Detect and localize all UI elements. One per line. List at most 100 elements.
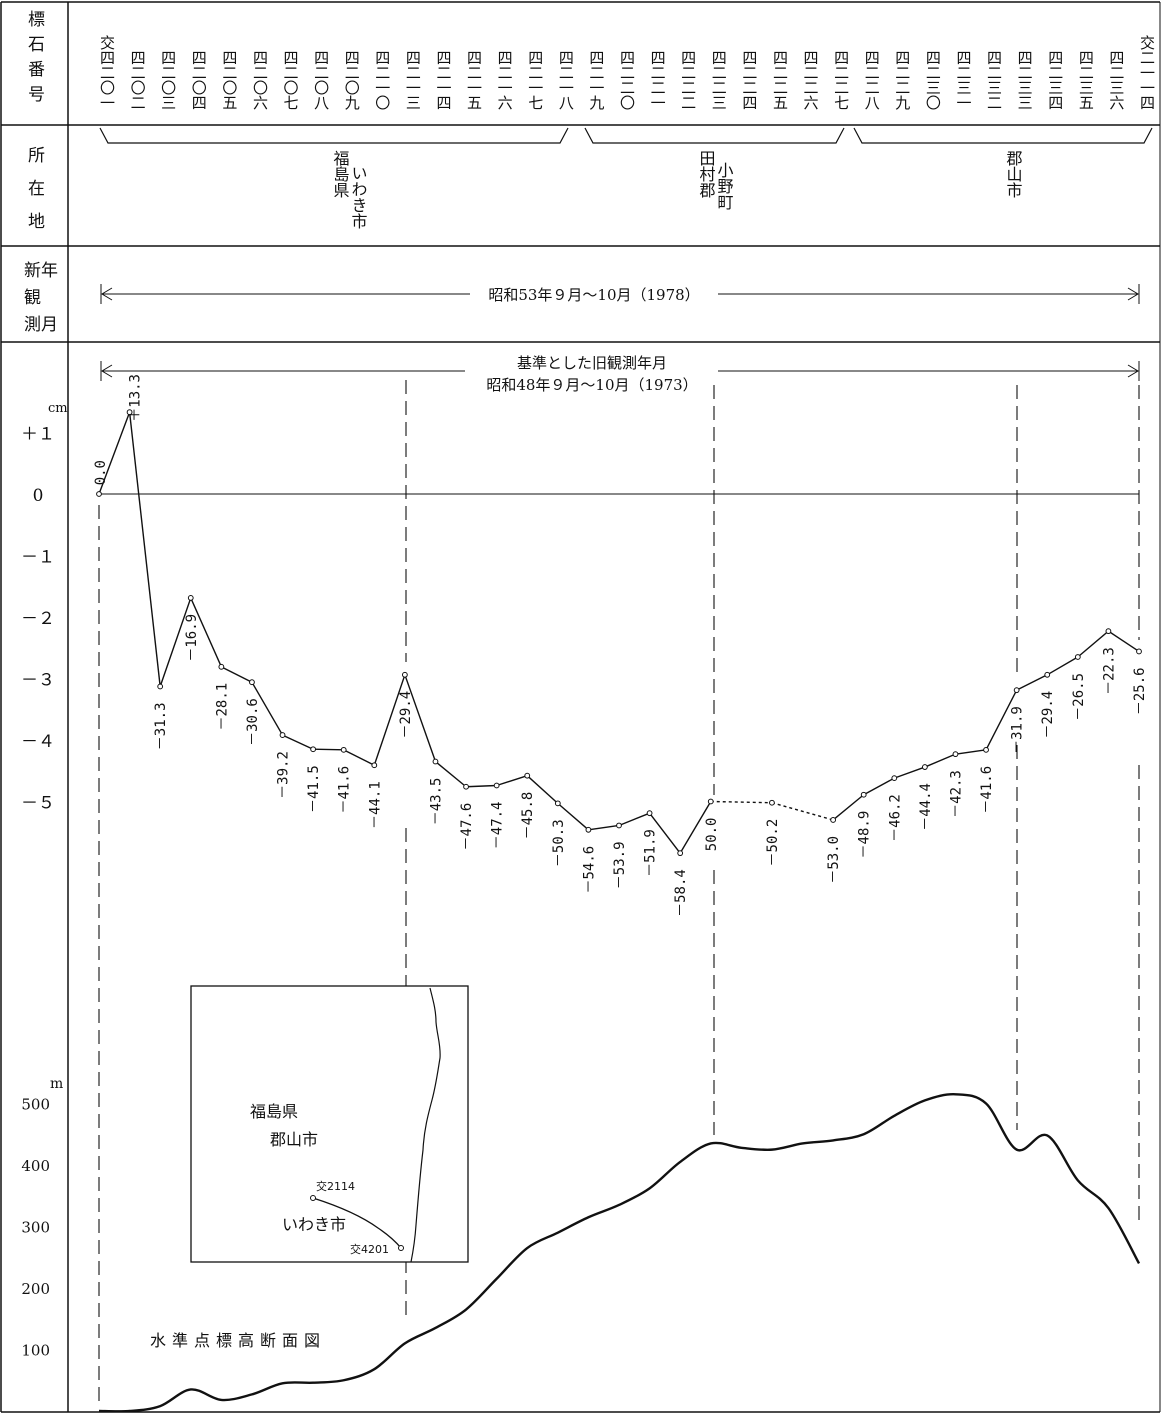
displacement-label: －43.5 — [428, 778, 444, 826]
profile-title: 水準点標高断面図 — [150, 1331, 326, 1350]
displacement-segment — [924, 753, 956, 768]
benchmark-number: 四二三二 — [985, 50, 1003, 110]
displacement-segment — [985, 689, 1018, 751]
displacement-point — [860, 791, 867, 798]
displacement-label: －22.3 — [1101, 647, 1117, 695]
benchmark-number: 四二〇五 — [220, 50, 238, 110]
displacement-point — [585, 826, 592, 833]
inset-iwaki: いわき市 — [282, 1215, 346, 1234]
displacement-point — [707, 798, 714, 805]
displacement-point — [983, 746, 989, 753]
displacement-label: －50.3 — [551, 819, 567, 867]
displacement-segment — [98, 411, 131, 495]
m-axis: 500 400 300 200 100 — [21, 1096, 50, 1360]
displacement-label: －39.2 — [276, 751, 292, 799]
survey-base-line1: 基準とした旧観測年月 — [517, 354, 667, 372]
displacement-point — [249, 679, 255, 686]
benchmark-number: 四二一三 — [404, 50, 422, 110]
displacement-point — [340, 746, 347, 753]
benchmark-number: 四二一七 — [526, 50, 544, 110]
displacement-point — [952, 751, 959, 758]
displacement-point — [1136, 648, 1142, 655]
displacement-label: －47.6 — [459, 803, 475, 851]
displacement-point — [279, 732, 286, 738]
displacement-label: －46.2 — [887, 794, 903, 842]
displacement-point — [493, 782, 500, 789]
benchmark-number: 四二二六 — [802, 50, 820, 110]
displacement-point — [1013, 687, 1020, 694]
row-header-benchmark: 標石番号 — [24, 10, 45, 110]
benchmark-number: 四二二五 — [771, 50, 789, 110]
displacement-segment — [832, 794, 865, 821]
displacement-label: 50.0 — [704, 818, 720, 852]
displacement-label: －51.9 — [643, 829, 659, 877]
benchmark-number: 四二二〇 — [618, 50, 636, 110]
benchmark-number: 交二一一四 — [1138, 34, 1156, 110]
benchmark-number: 四二〇九 — [343, 50, 361, 111]
benchmark-number: 四二〇六 — [251, 50, 269, 110]
inset-point-4201 — [398, 1245, 404, 1251]
displacement-segment — [1046, 656, 1079, 676]
survey-new-label: 昭和53年９月～10月（1978） — [488, 286, 699, 304]
displacement-point — [96, 491, 102, 497]
displacement-label: －54.6 — [581, 846, 597, 894]
displacement-label: －31.3 — [153, 702, 169, 750]
displacement-segment — [251, 681, 284, 736]
displacement-point — [677, 850, 684, 857]
displacement-label: －41.6 — [979, 766, 995, 814]
m-tick-label: 100 — [21, 1342, 50, 1360]
cm-unit-label: cm — [48, 401, 68, 416]
displacement-point — [1074, 654, 1081, 660]
displacement-segment — [190, 597, 222, 668]
displacement-segment — [679, 801, 712, 854]
displacement-point — [218, 663, 225, 670]
displacement-label: －44.4 — [918, 783, 934, 831]
benchmark-number: 四二三三 — [1016, 50, 1034, 110]
displacement-series: 0.0 ＋13.3 －31.3 －16.9 －28.1 －30.6 －39.2 －41.5 －4… — [93, 374, 1148, 917]
section-guides — [98, 380, 1140, 1405]
benchmark-number: 四二〇八 — [312, 50, 330, 110]
row-header-survey: 新年 観 測月 — [24, 261, 63, 335]
displacement-point — [157, 683, 164, 690]
benchmark-number: 四二二一 — [649, 50, 667, 110]
displacement-segment — [588, 824, 620, 831]
displacement-segment — [128, 412, 161, 687]
benchmark-number: 四二〇二 — [129, 50, 147, 110]
displacement-point — [891, 775, 898, 782]
displacement-segment — [435, 760, 467, 788]
elevation-profile — [98, 1093, 1141, 1413]
m-tick-label: 400 — [21, 1157, 50, 1175]
cm-tick-label: －１ — [21, 548, 55, 568]
cm-tick-label: 0 — [33, 486, 44, 506]
displacement-point — [769, 799, 775, 806]
benchmark-number: 四二一八 — [557, 50, 575, 110]
survey-base-line2: 昭和48年９月～10月（1973） — [486, 376, 697, 394]
inset-koriyama: 郡山市 — [270, 1130, 318, 1149]
m-tick-label: 300 — [21, 1219, 50, 1237]
displacement-segment — [221, 666, 253, 683]
survey-base-arrow — [100, 361, 1140, 381]
survey-new-arrow — [100, 284, 1140, 304]
displacement-segment — [466, 784, 497, 788]
displacement-point — [187, 595, 194, 601]
displacement-label: －16.9 — [184, 614, 200, 662]
displacement-segment — [282, 734, 314, 750]
displacement-segment — [618, 812, 650, 827]
displacement-label: －42.3 — [948, 770, 964, 818]
benchmark-number: 四二二九 — [893, 50, 911, 111]
benchmark-number: 四二二七 — [832, 50, 850, 110]
displacement-label: －30.6 — [245, 698, 261, 746]
inset-pt-b: 交4201 — [350, 1242, 389, 1256]
benchmark-number: 四二一四 — [434, 50, 452, 110]
displacement-label: －26.5 — [1071, 673, 1087, 721]
displacement-label: 0.0 — [93, 460, 109, 485]
cm-axis: ＋１ 0 －１ －２ －３ －４ －５ — [21, 425, 55, 814]
displacement-segment — [404, 674, 437, 762]
displacement-label: －29.4 — [1040, 691, 1056, 739]
benchmark-number: 四二二二 — [679, 50, 697, 110]
displacement-label: －48.9 — [857, 811, 873, 859]
location-tamura-gun: 田村郡 — [697, 150, 716, 198]
displacement-segment — [649, 812, 681, 854]
inset-pref: 福島県 — [250, 1102, 298, 1121]
displacement-segment — [343, 749, 375, 766]
